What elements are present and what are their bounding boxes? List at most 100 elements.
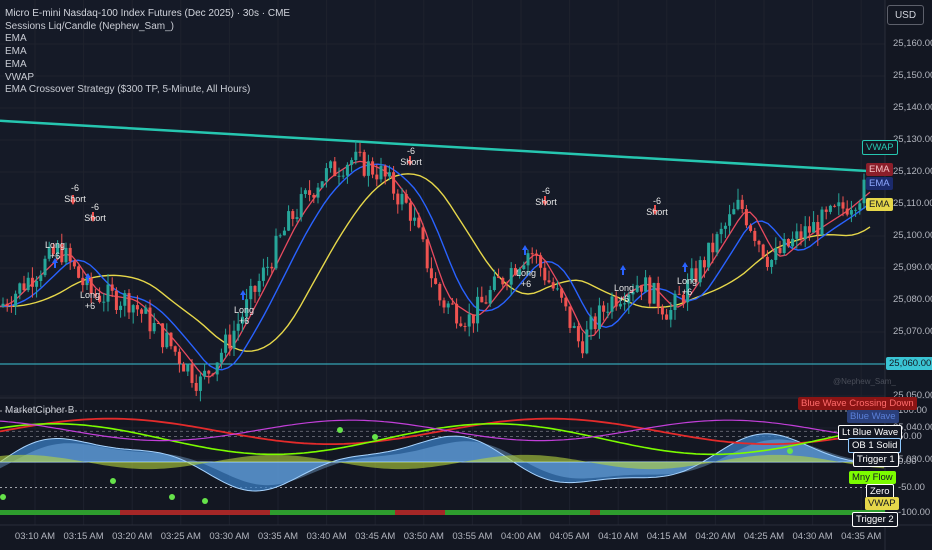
candle-body <box>812 222 816 233</box>
oscillator-tag-trigger-2[interactable]: Trigger 2 <box>852 512 898 527</box>
candle-body <box>539 255 543 268</box>
ema-mid-line <box>0 163 871 371</box>
candle-body <box>131 305 135 313</box>
candle-body <box>110 284 114 291</box>
ema-blue-tag[interactable]: EMA <box>866 177 893 190</box>
candle-body <box>156 322 160 324</box>
candle-body <box>749 225 753 231</box>
candle-body <box>728 214 732 226</box>
price-axis-label: 25,160.00 <box>893 38 932 49</box>
oscillator-tag-ob-1-solid[interactable]: OB 1 Solid <box>848 438 902 453</box>
candle-body <box>43 258 47 276</box>
candle-body <box>484 302 488 304</box>
candle-body <box>694 268 698 283</box>
candle-body <box>555 288 559 290</box>
candle-body <box>476 296 480 324</box>
candle-body <box>9 306 13 308</box>
candle-body <box>408 202 412 221</box>
candle-body <box>14 293 18 307</box>
short-arrow-icon <box>652 205 658 215</box>
signal-dot <box>110 478 116 484</box>
candle-body <box>614 296 618 307</box>
indicator-sessions[interactable]: Sessions Liq/Candle (Nephew_Sam_) <box>5 20 174 32</box>
signal-dot <box>169 494 175 500</box>
candle-body <box>245 299 249 317</box>
candle-body <box>824 209 828 212</box>
candle-body <box>240 316 244 324</box>
candle-body <box>429 268 433 279</box>
candle-body <box>455 303 459 324</box>
candle-body <box>30 277 34 287</box>
candle-body <box>324 168 328 182</box>
oscillator-tag-trigger-1[interactable]: Trigger 1 <box>853 452 899 467</box>
candle-body <box>644 277 648 292</box>
indicator-ema-2[interactable]: EMA <box>5 46 27 58</box>
candle-body <box>173 346 177 352</box>
long-arrow-icon <box>620 265 626 275</box>
candle-body <box>434 278 438 284</box>
candle-body <box>64 247 68 263</box>
vwap-price-tag[interactable]: VWAP <box>862 140 898 155</box>
candle-body <box>177 351 181 364</box>
indicator-strategy[interactable]: EMA Crossover Strategy ($300 TP, 5-Minut… <box>5 84 251 96</box>
time-axis-label: 04:05 AM <box>549 531 590 542</box>
oscillator-tag-zero[interactable]: Zero <box>866 484 894 499</box>
price-axis-label: 25,120.00 <box>893 166 932 177</box>
symbol-title[interactable]: Micro E-mini Nasdaq-100 Index Futures (D… <box>5 8 291 19</box>
ema-yellow-tag[interactable]: EMA <box>866 198 893 211</box>
oscillator-axis-label: 50.00 <box>898 430 922 442</box>
status-bar-segment <box>0 510 120 515</box>
time-axis-label: 03:50 AM <box>403 531 444 542</box>
candle-body <box>593 316 597 330</box>
short-qty: -6 <box>90 202 100 212</box>
trade-label-long: Long +6 <box>234 305 254 327</box>
oscillator-tag-vwap[interactable]: VWAP <box>865 497 899 510</box>
long-arrow-icon <box>240 290 246 300</box>
currency-selector[interactable]: USD <box>887 5 924 25</box>
candle-body <box>35 280 39 287</box>
candle-body <box>669 309 673 320</box>
candle-body <box>224 334 228 353</box>
candle-body <box>791 238 795 247</box>
ema-red-tag[interactable]: EMA <box>866 163 893 176</box>
candle-body <box>782 238 786 254</box>
candle-body <box>854 209 858 211</box>
trade-label-short: -6 Short <box>535 186 557 208</box>
short-arrow-icon <box>542 196 548 206</box>
candle-body <box>253 285 257 292</box>
candle-body <box>471 314 475 324</box>
candle-body <box>366 161 370 176</box>
candle-body <box>770 259 774 267</box>
short-text: Short <box>64 194 86 204</box>
candle-body <box>547 280 551 283</box>
candle-body <box>732 209 736 215</box>
purple-line <box>0 419 885 442</box>
oscillator-tag-blue-wave-crossing-down[interactable]: Blue Wave Crossing Down <box>798 397 917 410</box>
long-qty: +6 <box>618 294 630 304</box>
candle-body <box>589 316 593 330</box>
indicator-vwap[interactable]: VWAP <box>5 71 35 83</box>
candle-body <box>333 161 337 177</box>
indicator-ema-3[interactable]: EMA <box>5 58 27 70</box>
candle-body <box>702 260 706 268</box>
candle-body <box>677 293 681 295</box>
time-axis-label: 03:45 AM <box>355 531 396 542</box>
status-bar-segment <box>270 510 395 515</box>
candle-body <box>711 242 715 253</box>
candle-body <box>161 323 165 348</box>
candle-body <box>22 283 26 291</box>
candle-body <box>329 161 333 169</box>
candle-body <box>106 284 110 302</box>
oscillator-tag-blue-wave[interactable]: Blue Wave <box>847 410 899 423</box>
oscillator-title[interactable]: MarketCipher B <box>5 405 75 416</box>
oscillator-tag-mny-flow[interactable]: Mny Flow <box>849 471 896 484</box>
candle-body <box>396 193 400 205</box>
long-arrow-icon <box>522 245 528 255</box>
time-axis-label: 03:10 AM <box>14 531 56 542</box>
indicator-ema-1[interactable]: EMA <box>5 33 27 45</box>
candle-body <box>392 172 396 194</box>
candle-body <box>576 326 580 342</box>
current-price-tag[interactable]: 25,060.00 <box>886 357 932 370</box>
